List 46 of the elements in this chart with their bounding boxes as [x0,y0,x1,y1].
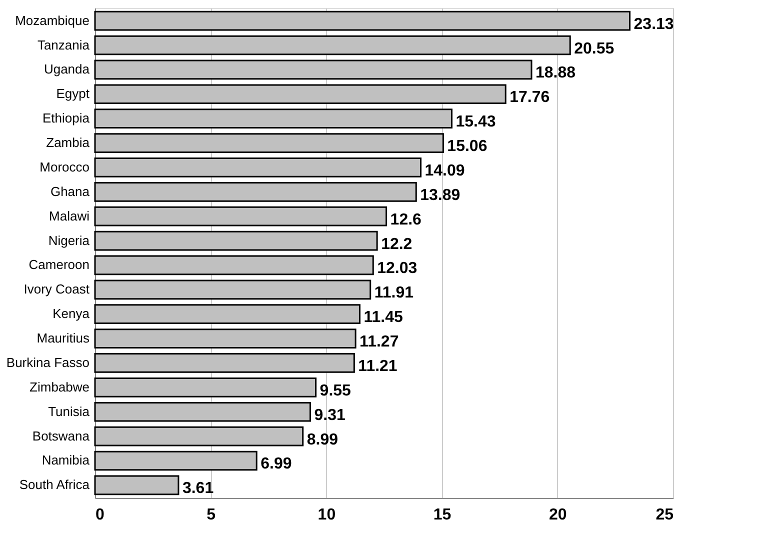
y-tick-label: Mozambique [15,12,90,28]
y-tick-label: Ghana [50,184,90,199]
y-tick-label: Egypt [56,86,90,102]
y-tick-label: Ethiopia [42,110,90,126]
data-label: 6.99 [260,456,292,473]
data-label: 15.06 [447,138,488,156]
y-tick-label: Botswana [32,428,90,444]
data-label: 12.6 [390,211,422,228]
y-tick-label: Malawi [49,208,90,224]
y-tick-label: Mauritius [36,330,90,346]
data-label: 15.43 [456,114,496,131]
y-tick-label: Burkina Fasso [6,354,90,370]
y-tick-label: Morocco [40,159,90,174]
y-tick-label: Zimbabwe [30,379,90,394]
y-tick-label: Zambia [46,135,90,150]
x-tick-label: 10 [318,506,336,524]
data-label: 14.09 [424,162,465,180]
y-tick-label: Tanzania [37,37,90,52]
x-tick-label: 15 [433,506,452,524]
y-tick-label: Namibia [42,452,90,468]
x-tick-label: 20 [549,506,567,524]
x-tick-label: 0 [96,506,104,524]
data-label: 11.21 [358,358,398,375]
data-label: 11.45 [364,309,403,326]
y-tick-label: Cameroon [28,257,90,272]
data-label: 18.88 [536,64,576,82]
y-tick-label: Nigeria [48,232,90,248]
y-tick-label: Tunisia [48,404,90,419]
x-tick-label: 5 [206,506,216,524]
data-label: 17.76 [510,89,550,106]
data-label: 9.31 [314,406,346,424]
data-label: 12.03 [377,260,418,278]
data-label: 13.89 [420,186,460,204]
x-tick-label: 25 [656,506,674,524]
data-label: 8.99 [306,431,338,448]
data-label: 23.13 [634,16,674,33]
data-label: 11.27 [360,334,399,351]
y-tick-label: Kenya [52,306,90,322]
y-tick-label: South Africa [19,477,90,492]
data-label: 3.61 [182,480,214,498]
data-label: 9.55 [320,382,352,400]
y-tick-label: Ivory Coast [24,282,90,297]
data-label: 11.91 [374,284,414,302]
data-label: 20.55 [574,40,614,58]
data-label: 12.2 [381,236,412,253]
y-tick-label: Uganda [44,62,90,77]
